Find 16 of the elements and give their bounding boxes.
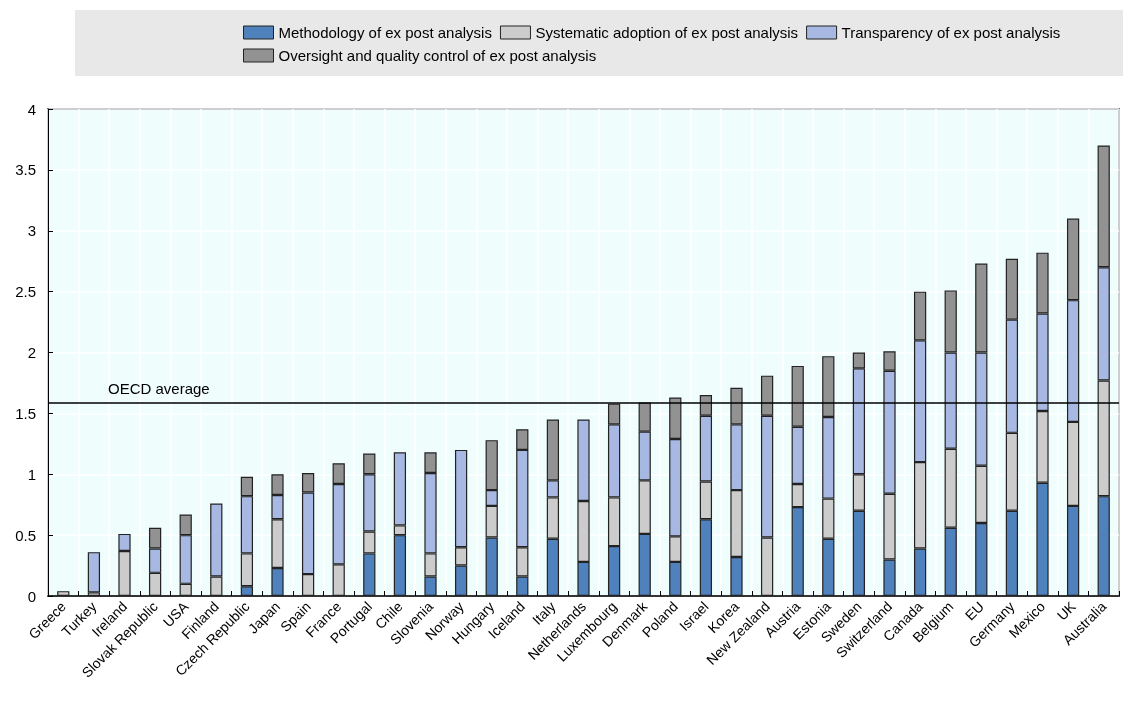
y-tick-label: 1.5	[15, 404, 36, 422]
bar	[57, 591, 70, 596]
y-tick-label: 3.5	[15, 161, 36, 179]
y-tick-label: 2	[27, 344, 36, 361]
ref-line-label: OECD average	[108, 380, 210, 398]
bar	[87, 552, 101, 593]
legend-label: Systematic adoption of ex post analysis	[535, 24, 799, 41]
legend-label: Transparency of ex post analysis	[841, 24, 1061, 41]
y-tick-label: 1	[27, 465, 36, 483]
y-tick-label: 0.5	[15, 526, 36, 544]
legend-label: Methodology of ex post analysis	[278, 24, 492, 41]
y-tick-label: 2.5	[15, 283, 36, 301]
y-tick-label: 0	[27, 587, 36, 605]
y-tick-label: 3	[27, 222, 36, 240]
legend-label: Oversight and quality control of ex post analysis	[278, 47, 597, 64]
y-tick-label: 4	[27, 100, 36, 118]
